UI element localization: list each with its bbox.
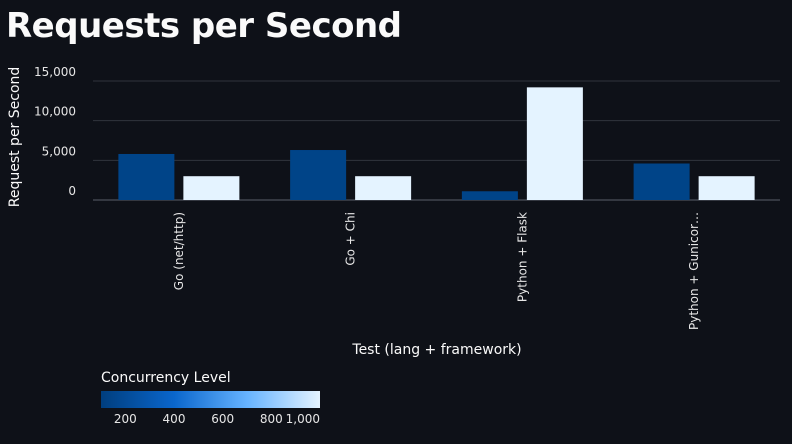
bar	[118, 153, 175, 200]
bar	[461, 191, 518, 200]
x-axis-ticks: Go (net/http) Go + Chi Python + Flask Pytho…	[172, 212, 701, 330]
x-tick-label: Python + Gunicor…	[687, 212, 701, 330]
page-title: Requests per Second	[6, 6, 402, 46]
x-axis-title: Test (lang + framework)	[351, 342, 521, 358]
bar	[633, 163, 690, 200]
legend-tick-label: 600	[211, 412, 234, 426]
legend-tick-label: 1,000	[286, 412, 320, 426]
legend-tick-label: 800	[260, 412, 283, 426]
bars	[118, 87, 755, 200]
legend-title: Concurrency Level	[101, 370, 231, 386]
y-tick-label: 10,000	[34, 105, 76, 119]
y-tick-label: 15,000	[34, 65, 76, 79]
legend-tick-label: 200	[114, 412, 137, 426]
x-tick-label: Go + Chi	[344, 212, 358, 266]
bar	[526, 87, 583, 200]
y-tick-label: 5,000	[42, 144, 76, 158]
x-tick-label: Python + Flask	[515, 212, 529, 302]
legend-tick-label: 400	[163, 412, 186, 426]
legend-color-bar	[101, 391, 320, 408]
bar	[290, 150, 347, 200]
bar	[355, 176, 412, 200]
bar	[183, 176, 240, 200]
legend: Concurrency Level 200 400 600 800 1,000	[101, 370, 320, 426]
x-tick-label: Go (net/http)	[172, 212, 186, 290]
y-axis-title: Request per Second	[7, 67, 23, 208]
bar	[698, 176, 755, 200]
y-axis-ticks: 0 5,000 10,000 15,000	[34, 65, 76, 198]
y-tick-label: 0	[68, 184, 76, 198]
